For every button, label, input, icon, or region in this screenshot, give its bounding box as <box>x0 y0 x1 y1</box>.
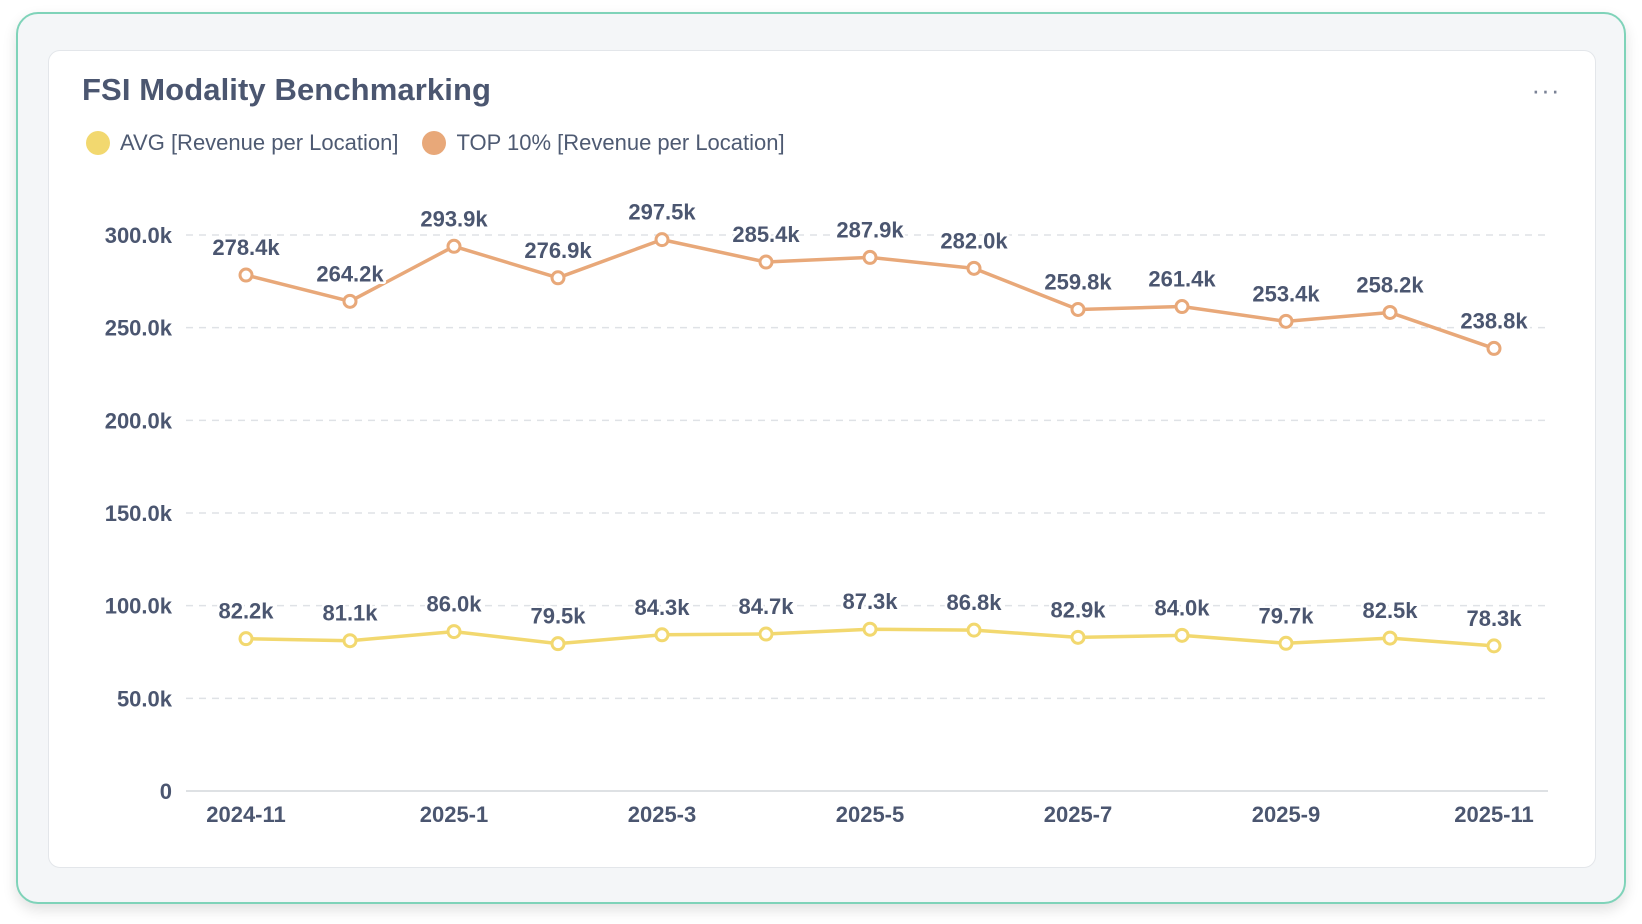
data-point-top <box>1382 304 1398 320</box>
data-label-avg: 86.0k <box>426 592 482 617</box>
data-label-top: 259.8k <box>1044 270 1112 295</box>
card-title[interactable]: FSI Modality Benchmarking <box>82 72 492 107</box>
legend-swatch-top <box>422 131 447 155</box>
data-point-top <box>654 232 670 248</box>
data-label-avg: 87.3k <box>842 589 898 614</box>
x-tick-label: 2024-11 <box>206 802 286 827</box>
data-point-avg <box>1278 635 1294 651</box>
data-point-avg <box>966 622 982 638</box>
data-label-top: 285.4k <box>732 222 800 247</box>
x-tick-label: 2025-11 <box>1454 802 1534 827</box>
data-point-top <box>862 249 878 265</box>
data-point-avg <box>1486 638 1502 654</box>
y-tick-label: 150.0k <box>105 501 173 526</box>
y-tick-label: 200.0k <box>105 408 173 433</box>
data-point-top <box>1278 313 1294 329</box>
x-tick-label: 2025-9 <box>1252 802 1321 827</box>
data-point-avg <box>446 624 462 640</box>
x-tick-label: 2025-3 <box>628 802 697 827</box>
data-label-top: 258.2k <box>1356 272 1424 297</box>
data-point-avg <box>342 633 358 649</box>
data-point-avg <box>654 627 670 643</box>
data-label-avg: 84.3k <box>634 595 690 620</box>
more-options-icon[interactable]: ··· <box>1531 75 1561 105</box>
legend-label-top: TOP 10% [Revenue per Location] <box>456 130 785 155</box>
data-point-avg <box>550 636 566 652</box>
chart-legend: AVG [Revenue per Location] TOP 10% [Reve… <box>86 130 809 156</box>
data-point-avg <box>862 621 878 637</box>
legend-item-avg[interactable]: AVG [Revenue per Location] <box>86 130 398 156</box>
data-label-avg: 82.5k <box>1362 598 1418 623</box>
data-label-avg: 84.7k <box>738 594 794 619</box>
x-tick-label: 2025-1 <box>420 802 489 827</box>
data-point-top <box>758 254 774 270</box>
y-tick-label: 0 <box>160 779 172 804</box>
data-point-top <box>1174 299 1190 315</box>
data-point-avg <box>1174 627 1190 643</box>
data-label-top: 293.9k <box>420 206 488 231</box>
y-tick-label: 100.0k <box>105 594 173 619</box>
data-point-avg <box>238 631 254 647</box>
data-label-avg: 84.0k <box>1154 595 1210 620</box>
data-label-avg: 86.8k <box>946 590 1002 615</box>
data-label-avg: 79.7k <box>1258 603 1314 628</box>
data-label-top: 282.0k <box>940 228 1008 253</box>
y-tick-label: 300.0k <box>105 223 173 248</box>
data-point-avg <box>1382 630 1398 646</box>
data-point-top <box>1486 340 1502 356</box>
data-label-avg: 78.3k <box>1466 606 1522 631</box>
legend-swatch-avg <box>86 131 110 155</box>
legend-item-top[interactable]: TOP 10% [Revenue per Location] <box>422 130 785 156</box>
data-point-avg <box>758 626 774 642</box>
data-label-top: 253.4k <box>1252 281 1320 306</box>
data-label-top: 276.9k <box>524 238 592 263</box>
x-tick-label: 2025-5 <box>836 802 905 827</box>
y-tick-label: 50.0k <box>117 686 173 711</box>
data-label-avg: 82.2k <box>218 599 274 624</box>
data-label-top: 278.4k <box>212 235 280 260</box>
data-point-top <box>342 293 358 309</box>
data-point-top <box>238 267 254 283</box>
data-label-avg: 79.5k <box>530 604 586 629</box>
y-tick-label: 250.0k <box>105 316 173 341</box>
data-point-top <box>1070 302 1086 318</box>
data-point-top <box>446 238 462 254</box>
data-point-top <box>966 260 982 276</box>
data-label-avg: 81.1k <box>322 601 378 626</box>
data-label-top: 238.8k <box>1460 308 1528 333</box>
chart-card <box>48 50 1596 868</box>
data-label-avg: 82.9k <box>1050 597 1106 622</box>
data-label-top: 264.2k <box>316 261 384 286</box>
data-label-top: 297.5k <box>628 200 696 225</box>
legend-label-avg: AVG [Revenue per Location] <box>120 130 399 155</box>
x-tick-label: 2025-7 <box>1044 802 1113 827</box>
data-point-avg <box>1070 629 1086 645</box>
data-point-top <box>550 270 566 286</box>
data-label-top: 287.9k <box>836 217 904 242</box>
data-label-top: 261.4k <box>1148 267 1216 292</box>
